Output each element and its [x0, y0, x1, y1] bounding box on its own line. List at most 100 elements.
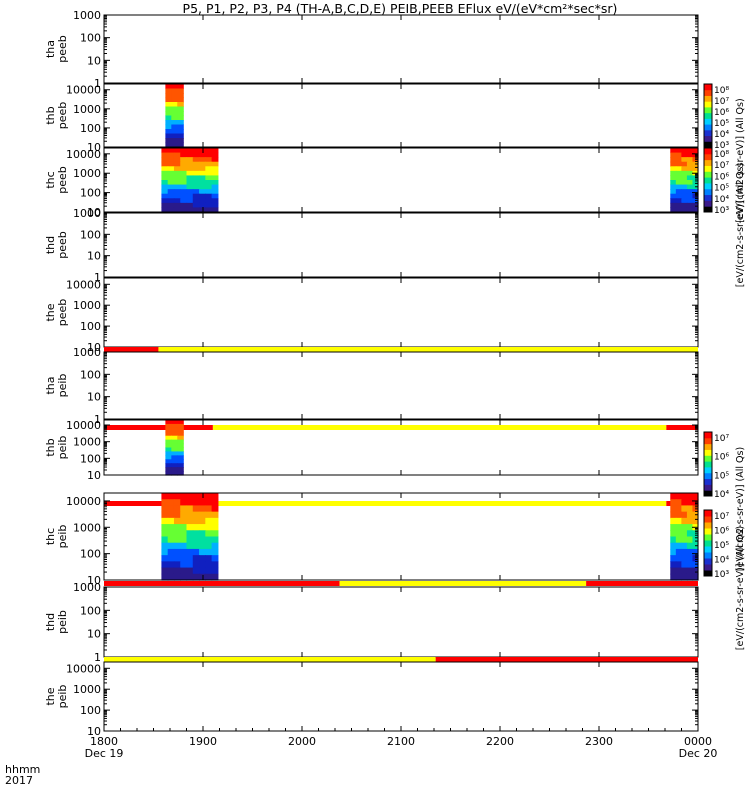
x-date-label: Dec 20 — [679, 747, 718, 760]
spectrogram-cell — [205, 499, 213, 507]
spectrogram-cell — [173, 542, 181, 550]
colorbar-tick-label: 10⁶ — [714, 172, 729, 182]
spectrogram-cell — [167, 517, 175, 525]
spectrogram-cell — [161, 536, 169, 544]
y-tick-label: 100 — [80, 452, 101, 465]
spectrogram-cell — [199, 555, 206, 562]
spectrogram-cell — [180, 517, 188, 525]
spectrogram-cell — [161, 517, 169, 525]
colorbar-tick-label: 10⁷ — [714, 434, 729, 444]
colorbar-swatch — [704, 522, 712, 529]
spectrogram-cell — [161, 148, 169, 154]
spectrogram-cell — [180, 170, 188, 177]
spectrogram-cell — [199, 499, 206, 507]
colorbar-swatch — [704, 472, 712, 480]
spectrogram-cell — [205, 561, 213, 569]
spectrogram-cell — [186, 157, 194, 163]
spectrogram-cell — [692, 548, 699, 556]
spectrogram-cell — [211, 511, 219, 519]
spectrogram-cell — [177, 97, 184, 103]
spectrogram-cell — [192, 166, 200, 172]
spectrogram-cell — [165, 439, 172, 445]
colorbar-swatch — [704, 466, 712, 474]
panel-probe-label: thd — [44, 236, 57, 254]
panel-frame — [103, 277, 699, 348]
spectrogram-cell — [686, 505, 694, 513]
spectrogram-cell — [199, 170, 206, 177]
spectrogram-cell — [161, 202, 169, 209]
spectrogram-cell — [675, 555, 682, 562]
spectrogram-block — [161, 493, 219, 581]
spectrogram-cell — [686, 198, 694, 204]
spectrogram-cell — [211, 175, 219, 181]
spectrogram-cell — [192, 536, 200, 544]
spectrogram-cell — [180, 148, 188, 154]
spectrogram-cell — [675, 161, 682, 167]
spectrogram-cell — [161, 152, 169, 158]
spectrogram-cell — [161, 524, 169, 531]
spectrogram-cell — [686, 573, 694, 581]
y-tick-label: 1000 — [73, 581, 101, 594]
spectrogram-cell — [186, 175, 194, 181]
spectrogram-cell — [205, 511, 213, 519]
spectrogram-cell — [675, 548, 682, 556]
spectrogram-cell — [192, 202, 200, 209]
spectrogram-cell — [167, 548, 175, 556]
spectrogram-cell — [670, 207, 677, 213]
colorbar-swatch — [704, 206, 712, 213]
spectrogram-cell — [211, 152, 219, 158]
mode-bar-segment — [104, 425, 213, 430]
y-tick-label: 100 — [80, 320, 101, 333]
spectrogram-cell — [177, 93, 184, 99]
spectrogram-cell — [670, 567, 677, 575]
spectrogram-cell — [670, 175, 677, 181]
y-tick-label: 10 — [87, 469, 101, 482]
colorbar-swatch — [704, 153, 712, 161]
colorbar-swatch — [704, 534, 712, 541]
colorbar-tick-label: 10⁷ — [714, 512, 729, 522]
spectrogram-cell — [180, 536, 188, 544]
spectrogram-cell — [211, 530, 219, 538]
spectrogram-cell — [180, 175, 188, 181]
panel-tha-peeb: 1 10 100 1000 tha peeb — [44, 9, 699, 90]
x-date-label: Dec 19 — [85, 747, 124, 760]
panel-frame — [103, 586, 699, 658]
spectrogram-cell — [171, 455, 178, 460]
spectrogram-cell — [205, 148, 213, 154]
spectrogram-cell — [692, 198, 699, 204]
panel-thc-peeb: 10 100 1000 10000 thc peeb — [44, 147, 699, 219]
spectrogram-cell — [205, 166, 213, 172]
spectrogram-cell — [173, 530, 181, 538]
spectrogram-cell — [173, 573, 181, 581]
spectrogram-cell — [192, 493, 200, 500]
panel-product-label: peib — [56, 610, 69, 634]
spectrogram-cell — [199, 573, 206, 581]
spectrogram-cell — [205, 152, 213, 158]
y-tick-label: 10 — [87, 141, 101, 154]
y-tick-label: 10000 — [66, 278, 101, 291]
spectrogram-cell — [165, 111, 172, 117]
spectrogram-cell — [686, 542, 694, 550]
y-tick-label: 100 — [80, 368, 101, 381]
spectrogram-cell — [171, 129, 178, 135]
spectrogram-cell — [161, 548, 169, 556]
spectrogram-cell — [180, 180, 188, 186]
colorbar-swatch — [704, 461, 712, 468]
spectrogram-cell — [675, 198, 682, 204]
colorbar-swatch — [704, 558, 712, 565]
spectrogram-cell — [186, 166, 194, 172]
spectrogram-cell — [167, 505, 175, 513]
spectrogram-cell — [173, 184, 181, 190]
colorbar-label: [eV/(cm2-s-sr-eV)] (All Qs) — [735, 163, 746, 287]
spectrogram-cell — [686, 524, 694, 531]
spectrogram-cell — [167, 524, 175, 531]
spectrogram-cell — [686, 148, 694, 154]
spectrogram-cell — [681, 157, 688, 163]
colorbar-swatch — [704, 89, 712, 96]
spectrogram-cell — [165, 138, 172, 144]
spectrogram-cell — [180, 511, 188, 519]
spectrogram-cell — [205, 542, 213, 550]
spectrogram-cell — [675, 567, 682, 575]
spectrogram-cell — [167, 157, 175, 163]
